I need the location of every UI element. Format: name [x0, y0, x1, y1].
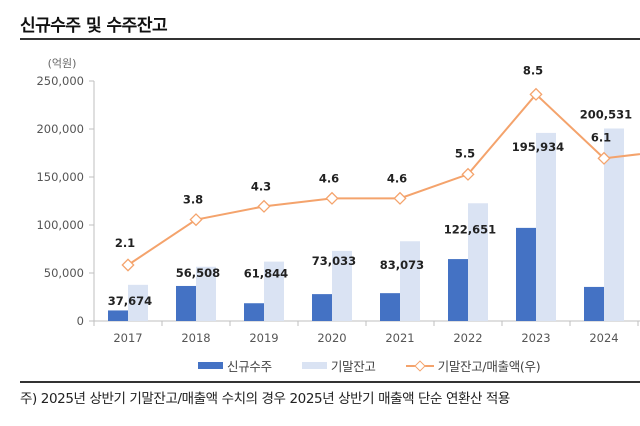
legend-label-new-orders: 신규수주 — [227, 359, 272, 374]
backlog-data-label: 122,651 — [444, 222, 496, 236]
bar-backlog — [604, 128, 624, 321]
bars — [108, 128, 624, 321]
bar-new-orders — [584, 286, 604, 321]
bar-backlog — [196, 266, 216, 321]
bar-new-orders — [176, 285, 196, 321]
legend-swatch-ratio-line — [405, 361, 434, 371]
backlog-data-label: 73,033 — [312, 254, 356, 268]
bar-backlog — [468, 203, 488, 321]
legend-swatch-backlog — [301, 362, 327, 369]
bar-new-orders — [448, 259, 468, 321]
y-tick-label: 250,000 — [36, 74, 84, 88]
ratio-data-label: 4.3 — [251, 179, 271, 193]
x-tick-label: 2019 — [249, 331, 278, 345]
y-tick-label: 100,000 — [36, 218, 84, 232]
backlog-data-label: 195,934 — [512, 140, 564, 154]
x-tick-label: 2023 — [521, 331, 550, 345]
legend-label-backlog: 기말잔고 — [330, 359, 376, 374]
chart-title: 신규수주 및 수주잔고 — [20, 16, 168, 36]
axes: 0 50,000 100,000 150,000 200,000 250,000 2017 2… — [36, 74, 640, 345]
y-tick-label: 200,000 — [36, 122, 84, 136]
ratio-marker — [461, 167, 475, 181]
backlog-data-label: 61,844 — [244, 267, 288, 281]
ratio-line-series — [121, 87, 640, 272]
bar-new-orders — [380, 293, 400, 321]
ratio-marker — [257, 199, 271, 213]
legend-item-new-orders: 신규수주 — [198, 356, 272, 375]
footnote-divider — [20, 381, 640, 383]
footnote: 주) 2025년 상반기 기말잔고/매출액 수치의 경우 2025년 상반기 매… — [20, 391, 510, 407]
x-tick-label: 2024 — [589, 331, 618, 345]
x-tick-label: 2018 — [181, 331, 210, 345]
ratio-data-label: 3.8 — [183, 193, 203, 207]
y-tick-label: 150,000 — [36, 170, 84, 184]
bar-backlog — [400, 241, 420, 321]
legend-item-ratio: 기말잔고/매출액(우) — [405, 356, 541, 375]
backlog-data-label: 37,674 — [108, 294, 152, 308]
y-tick-label: 0 — [77, 314, 84, 328]
x-tick-label: 2017 — [113, 331, 142, 345]
backlog-data-label: 56,508 — [176, 266, 220, 280]
legend-item-backlog: 기말잔고 — [301, 356, 376, 375]
ratio-data-label: 2.1 — [115, 236, 135, 250]
title-divider — [20, 38, 640, 40]
ratio-data-label: 8.5 — [523, 63, 543, 77]
legend-swatch-new-orders — [198, 362, 223, 369]
ratio-data-label: 4.6 — [387, 171, 407, 185]
ratio-marker — [189, 213, 203, 227]
bar-backlog — [332, 250, 352, 321]
bar-backlog — [536, 132, 556, 321]
legend-label-ratio: 기말잔고/매출액(우) — [437, 359, 541, 374]
data-labels: 37,674 56,508 61,844 73,033 83,073 122,651 195… — [108, 63, 632, 307]
bar-new-orders — [244, 303, 264, 321]
ratio-data-label: 5.5 — [455, 146, 475, 160]
ratio-marker — [529, 87, 543, 101]
ratio-marker — [121, 258, 135, 272]
y-axis-unit-label: (억원) — [48, 57, 77, 70]
ratio-marker — [393, 191, 407, 205]
bar-new-orders — [312, 294, 332, 321]
bar-backlog — [128, 284, 148, 321]
ratio-marker — [597, 151, 611, 165]
ratio-line — [127, 92, 640, 266]
ratio-marker — [325, 191, 339, 205]
x-tick-label: 2020 — [317, 331, 346, 345]
chart-canvas: (억원) 0 50,000 100,000 150,000 200,000 250,000… — [36, 57, 640, 345]
ratio-data-label: 6.1 — [591, 130, 611, 144]
x-tick-label: 2021 — [385, 331, 414, 345]
bar-backlog — [264, 261, 284, 321]
y-tick-label: 50,000 — [44, 266, 84, 280]
bar-new-orders — [516, 227, 536, 321]
backlog-data-label: 83,073 — [380, 258, 424, 272]
legend: 신규수주 기말잔고 기말잔고/매출액(우) — [198, 356, 570, 375]
x-tick-label: 2022 — [453, 331, 482, 345]
bar-new-orders — [108, 310, 128, 321]
ratio-data-label: 4.6 — [319, 171, 339, 185]
backlog-data-label: 200,531 — [580, 107, 632, 121]
